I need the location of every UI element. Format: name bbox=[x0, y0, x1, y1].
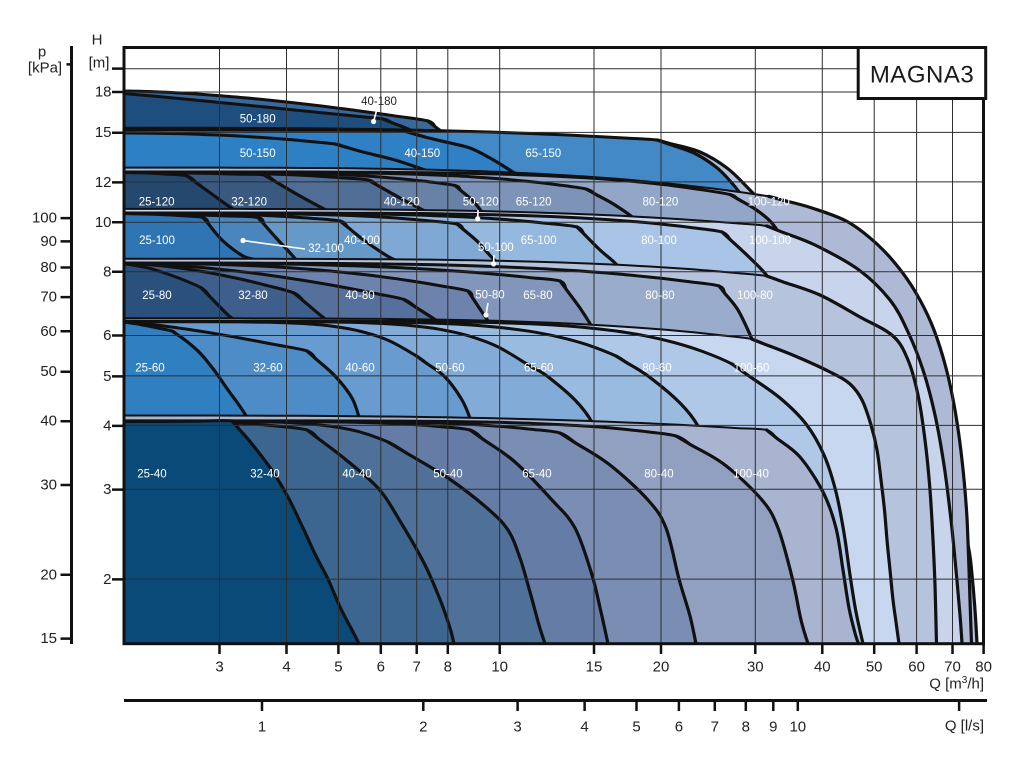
svg-text:10: 10 bbox=[789, 719, 806, 736]
svg-text:15: 15 bbox=[95, 124, 112, 141]
svg-text:5: 5 bbox=[632, 719, 640, 736]
svg-text:50: 50 bbox=[866, 659, 883, 676]
svg-text:10: 10 bbox=[491, 659, 508, 676]
svg-text:50-40: 50-40 bbox=[433, 469, 462, 481]
svg-text:6: 6 bbox=[377, 659, 385, 676]
svg-text:25-100: 25-100 bbox=[139, 235, 175, 247]
svg-text:65-60: 65-60 bbox=[524, 363, 553, 375]
svg-text:100-120: 100-120 bbox=[748, 196, 790, 208]
svg-text:H: H bbox=[92, 32, 103, 49]
svg-text:40-100: 40-100 bbox=[344, 235, 380, 247]
svg-text:12: 12 bbox=[95, 174, 112, 191]
svg-text:30: 30 bbox=[747, 659, 764, 676]
svg-text:65-40: 65-40 bbox=[522, 469, 551, 481]
svg-text:70: 70 bbox=[40, 289, 57, 306]
svg-text:30: 30 bbox=[40, 477, 57, 494]
svg-text:18: 18 bbox=[95, 84, 112, 101]
svg-text:80: 80 bbox=[40, 259, 57, 276]
svg-text:50-100: 50-100 bbox=[478, 242, 514, 254]
svg-text:3: 3 bbox=[103, 481, 111, 498]
svg-text:80-80: 80-80 bbox=[645, 290, 674, 302]
svg-text:32-100: 32-100 bbox=[308, 243, 344, 255]
svg-text:4: 4 bbox=[282, 659, 290, 676]
svg-text:Q [l/s]: Q [l/s] bbox=[945, 718, 984, 735]
svg-text:25-80: 25-80 bbox=[142, 290, 171, 302]
svg-text:[kPa]: [kPa] bbox=[28, 60, 62, 77]
svg-text:4: 4 bbox=[103, 417, 111, 434]
svg-text:40-120: 40-120 bbox=[384, 196, 420, 208]
svg-text:50-180: 50-180 bbox=[240, 113, 276, 125]
svg-text:2: 2 bbox=[419, 719, 427, 736]
svg-text:3: 3 bbox=[215, 659, 223, 676]
svg-text:25-40: 25-40 bbox=[137, 469, 166, 481]
svg-text:65-120: 65-120 bbox=[516, 196, 552, 208]
svg-text:80: 80 bbox=[975, 659, 992, 676]
svg-text:50-60: 50-60 bbox=[435, 363, 464, 375]
svg-text:Q [m3/h]: Q [m3/h] bbox=[929, 675, 984, 693]
svg-text:40-80: 40-80 bbox=[345, 290, 374, 302]
svg-text:[m]: [m] bbox=[89, 55, 110, 72]
svg-text:MAGNA3: MAGNA3 bbox=[870, 62, 974, 89]
svg-text:7: 7 bbox=[711, 719, 719, 736]
svg-text:8: 8 bbox=[742, 719, 750, 736]
svg-text:50: 50 bbox=[40, 363, 57, 380]
svg-text:50-150: 50-150 bbox=[240, 148, 276, 160]
svg-text:50-120: 50-120 bbox=[463, 196, 499, 208]
svg-text:65-150: 65-150 bbox=[525, 148, 561, 160]
svg-text:40-150: 40-150 bbox=[404, 148, 440, 160]
svg-text:32-80: 32-80 bbox=[238, 290, 267, 302]
svg-text:40-180: 40-180 bbox=[361, 96, 397, 108]
svg-text:80-120: 80-120 bbox=[642, 196, 678, 208]
svg-text:100: 100 bbox=[32, 210, 57, 227]
svg-text:100-80: 100-80 bbox=[737, 290, 773, 302]
svg-text:15: 15 bbox=[586, 659, 603, 676]
svg-text:20: 20 bbox=[653, 659, 670, 676]
svg-text:100-40: 100-40 bbox=[733, 469, 769, 481]
svg-text:3: 3 bbox=[513, 719, 521, 736]
svg-text:9: 9 bbox=[769, 719, 777, 736]
svg-text:60: 60 bbox=[40, 323, 57, 340]
svg-text:10: 10 bbox=[95, 214, 112, 231]
svg-text:80-40: 80-40 bbox=[644, 469, 673, 481]
svg-text:80-100: 80-100 bbox=[641, 235, 677, 247]
svg-text:2: 2 bbox=[103, 571, 111, 588]
svg-text:40: 40 bbox=[814, 659, 831, 676]
svg-text:80-60: 80-60 bbox=[642, 363, 671, 375]
svg-text:32-40: 32-40 bbox=[250, 469, 279, 481]
svg-text:100-60: 100-60 bbox=[734, 363, 770, 375]
svg-text:7: 7 bbox=[413, 659, 421, 676]
svg-text:1: 1 bbox=[258, 719, 266, 736]
svg-text:6: 6 bbox=[103, 327, 111, 344]
svg-text:32-60: 32-60 bbox=[253, 363, 282, 375]
svg-text:25-120: 25-120 bbox=[139, 196, 175, 208]
svg-text:40: 40 bbox=[40, 413, 57, 430]
svg-text:6: 6 bbox=[675, 719, 683, 736]
svg-text:40-60: 40-60 bbox=[345, 363, 374, 375]
svg-text:60: 60 bbox=[908, 659, 925, 676]
svg-text:65-80: 65-80 bbox=[523, 290, 552, 302]
svg-text:25-60: 25-60 bbox=[135, 363, 164, 375]
svg-text:65-100: 65-100 bbox=[521, 235, 557, 247]
svg-text:20: 20 bbox=[40, 566, 57, 583]
svg-text:8: 8 bbox=[444, 659, 452, 676]
svg-text:5: 5 bbox=[334, 659, 342, 676]
svg-text:40-40: 40-40 bbox=[342, 469, 371, 481]
svg-text:4: 4 bbox=[580, 719, 588, 736]
svg-text:p: p bbox=[38, 44, 46, 61]
svg-text:50-80: 50-80 bbox=[475, 290, 504, 302]
svg-text:100-100: 100-100 bbox=[749, 235, 791, 247]
svg-text:70: 70 bbox=[944, 659, 961, 676]
svg-text:32-120: 32-120 bbox=[231, 196, 267, 208]
svg-text:15: 15 bbox=[40, 630, 57, 647]
svg-text:90: 90 bbox=[40, 233, 57, 250]
svg-text:8: 8 bbox=[103, 263, 111, 280]
svg-text:5: 5 bbox=[103, 368, 111, 385]
